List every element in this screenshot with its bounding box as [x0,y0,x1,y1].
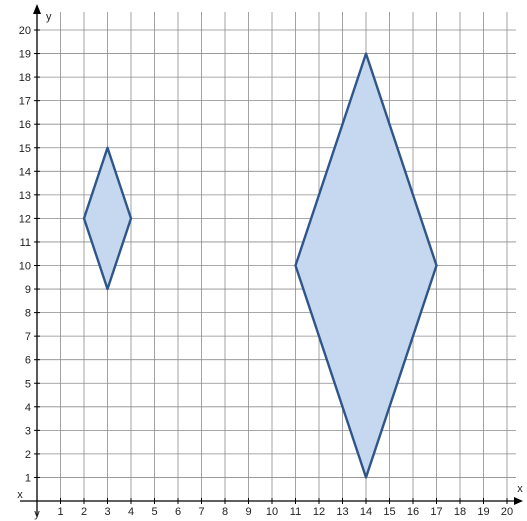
y-axis-arrow [33,4,41,14]
y-tick-label: 3 [25,425,31,437]
y-tick-label: 15 [19,143,31,155]
y-tick-label: 5 [25,378,31,390]
origin-y-label: y [34,508,40,520]
x-tick-label: 8 [222,506,228,518]
y-tick-label: 4 [25,402,31,414]
y-tick-label: 12 [19,213,31,225]
y-tick-label: 19 [19,49,31,61]
tick-labels: 1 2 3 4 5 6 7 8 9 10 11 12 13 14 15 16 17 18 19 20123456789… [17,11,523,520]
y-tick-label: 18 [19,72,31,84]
x-axis-arrow [514,497,523,505]
y-tick-label: 16 [19,119,31,131]
rhombus-shape-1 [82,146,133,291]
y-tick-label: 17 [19,96,31,108]
origin-x-label: x [17,489,23,501]
y-axis-label: y [46,11,52,23]
x-tick-label: 7 [198,506,204,518]
y-tick-label: 11 [20,237,31,249]
y-tick-label: 9 [25,284,31,296]
x-tick-label: 13 [336,506,348,518]
y-tick-label: 6 [25,355,31,367]
x-tick-label: 18 [454,506,466,518]
x-tick-label: 6 [175,506,181,518]
y-tick-label: 8 [25,308,31,320]
x-tick-label: 9 [245,506,251,518]
axes [20,4,523,516]
y-tick-label: 1 [25,472,31,484]
x-tick-label: 20 [501,506,513,518]
x-tick-label: 3 [104,506,110,518]
y-tick-label: 7 [25,331,31,343]
x-tick-label: 14 [360,506,372,518]
y-tick-label: 13 [19,190,31,202]
x-tick-label: 17 [430,506,442,518]
rhombus-shape-2 [294,52,438,479]
x-tick-label: 4 [128,506,134,518]
x-tick-label: 10 [266,506,278,518]
x-tick-label: 19 [477,506,489,518]
y-tick-label: 2 [25,449,31,461]
x-axis-label: x [517,483,523,495]
y-tick-label: 10 [19,261,31,273]
shapes [82,52,438,479]
x-tick-label: 11 [290,506,301,518]
y-tick-label: 20 [19,25,31,37]
y-tick-label: 14 [19,166,31,178]
x-tick-label: 12 [313,506,325,518]
x-tick-label: 15 [383,506,395,518]
x-tick-label: 16 [407,506,419,518]
x-tick-label: 5 [151,506,157,518]
x-tick-label: 2 [81,506,87,518]
x-tick-label: 1 [57,506,63,518]
